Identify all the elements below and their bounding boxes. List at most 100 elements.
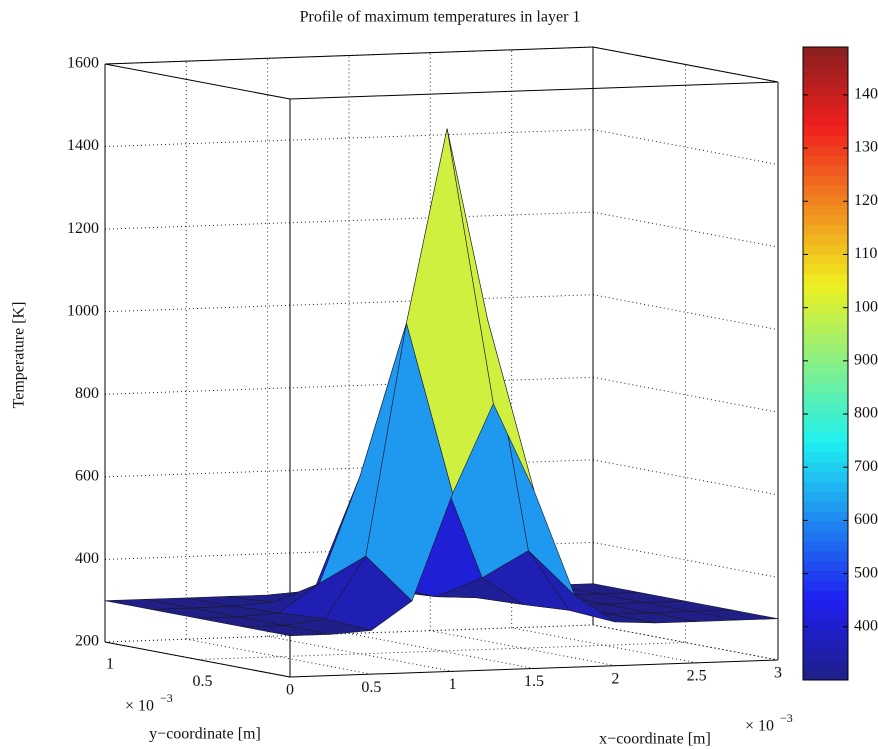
colorbar-segment: [803, 126, 848, 137]
grid-line: [592, 211, 779, 248]
colorbar-segment: [803, 571, 848, 582]
x-exponent: −3: [780, 711, 793, 725]
colorbar-segment: [803, 294, 848, 305]
x-tick-label: 0.5: [361, 679, 381, 696]
colorbar-segment: [803, 670, 848, 681]
colorbar-segment: [803, 323, 848, 335]
colorbar-segment: [803, 264, 848, 275]
x-tick-label: 0: [286, 682, 294, 699]
colorbar-tick-label: 1300: [854, 139, 878, 156]
colorbar-segment: [803, 511, 848, 523]
grid-line: [430, 630, 616, 667]
x-multiplier: × 10: [745, 718, 774, 735]
colorbar-segment: [803, 165, 848, 177]
colorbar-segment: [803, 155, 848, 167]
grid-line: [348, 633, 535, 669]
colorbar-tick-label: 800: [854, 405, 878, 422]
colorbar-segment: [803, 412, 848, 424]
colorbar-tick-label: 900: [854, 352, 878, 369]
colorbar-segment: [803, 106, 848, 117]
z-tick-label: 1600: [67, 55, 99, 72]
z-tick-label: 1000: [67, 302, 99, 319]
grid-line: [592, 459, 779, 496]
x-tick-label: 1: [449, 676, 457, 693]
z-tick-label: 400: [75, 550, 99, 567]
colorbar-segment: [803, 561, 848, 572]
colorbar-segment: [803, 492, 848, 503]
colorbar-segment: [803, 116, 848, 127]
colorbar-segment: [803, 96, 848, 107]
grid-line: [104, 294, 594, 313]
colorbar-segment: [803, 482, 848, 493]
x-axis-label: x−coordinate [m]: [599, 731, 711, 748]
grid-line: [592, 624, 779, 661]
colorbar-segment: [803, 600, 848, 612]
y-tick-label: 1: [106, 656, 114, 673]
colorbar-segment: [803, 630, 848, 641]
z-tick-label: 1400: [67, 137, 99, 154]
colorbar-segment: [803, 610, 848, 622]
y-multiplier: × 10: [125, 698, 154, 715]
box-edge: [289, 81, 779, 100]
colorbar-segment: [803, 640, 848, 651]
box-edge: [104, 46, 594, 65]
colorbar-segment: [803, 373, 848, 384]
grid-line: [104, 624, 594, 643]
colorbar-segment: [803, 136, 848, 147]
z-tick-label: 800: [75, 385, 99, 402]
grid-line: [592, 541, 779, 578]
colorbar-tick-label: 600: [854, 511, 878, 528]
colorbar-segment: [803, 56, 848, 68]
y-tick-label: 0.5: [193, 673, 213, 690]
box-edge: [289, 659, 779, 678]
z-axis-label: Temperature [K]: [11, 302, 28, 409]
colorbar-segment: [803, 205, 848, 216]
colorbar-segment: [803, 215, 848, 226]
colorbar-segment: [803, 383, 848, 394]
colorbar-segment: [803, 472, 848, 483]
colorbar-segment: [803, 462, 848, 473]
colorbar-segment: [803, 175, 848, 186]
grid-line: [186, 638, 372, 675]
grid-line: [511, 627, 697, 664]
grid-line: [104, 129, 594, 148]
colorbar-tick-label: 1000: [854, 298, 878, 315]
grid-line: [267, 635, 453, 672]
chart-title: Profile of maximum temperatures in layer…: [300, 9, 581, 26]
colorbar-segment: [803, 521, 848, 533]
colorbar-segment: [803, 551, 848, 562]
colorbar-segment: [803, 185, 848, 196]
colorbar-tick-label: 1400: [854, 86, 878, 103]
x-tick-label: 2.5: [687, 668, 707, 685]
colorbar-segment: [803, 304, 848, 315]
colorbar-segment: [803, 343, 848, 355]
z-tick-label: 1200: [67, 220, 99, 237]
colorbar-segment: [803, 145, 848, 157]
colorbar-segment: [803, 234, 848, 246]
grid-line: [104, 459, 594, 478]
grid-line: [104, 376, 594, 395]
x-tick-label: 3: [774, 665, 782, 682]
colorbar-segment: [803, 531, 848, 543]
colorbar-segment: [803, 650, 848, 661]
colorbar-segment: [803, 225, 848, 236]
colorbar-tick-label: 400: [854, 617, 878, 634]
x-tick-label: 2: [611, 670, 619, 687]
colorbar-segment: [803, 541, 848, 552]
colorbar-segment: [803, 254, 848, 266]
colorbar-segment: [803, 442, 848, 454]
colorbar-frame: [802, 46, 849, 681]
colorbar-segment: [803, 244, 848, 256]
y-axis-label: y−coordinate [m]: [149, 726, 261, 743]
colorbar-segment: [803, 432, 848, 444]
grid-line: [592, 294, 779, 331]
box-edge: [592, 46, 779, 83]
z-tick-label: 600: [75, 468, 99, 485]
colorbar-tick-label: 1100: [854, 245, 878, 262]
colorbar-segment: [803, 76, 848, 88]
surface-face: [243, 625, 331, 637]
colorbar-segment: [803, 422, 848, 434]
z-tick-label: 200: [75, 633, 99, 650]
colorbar-segment: [803, 581, 848, 592]
